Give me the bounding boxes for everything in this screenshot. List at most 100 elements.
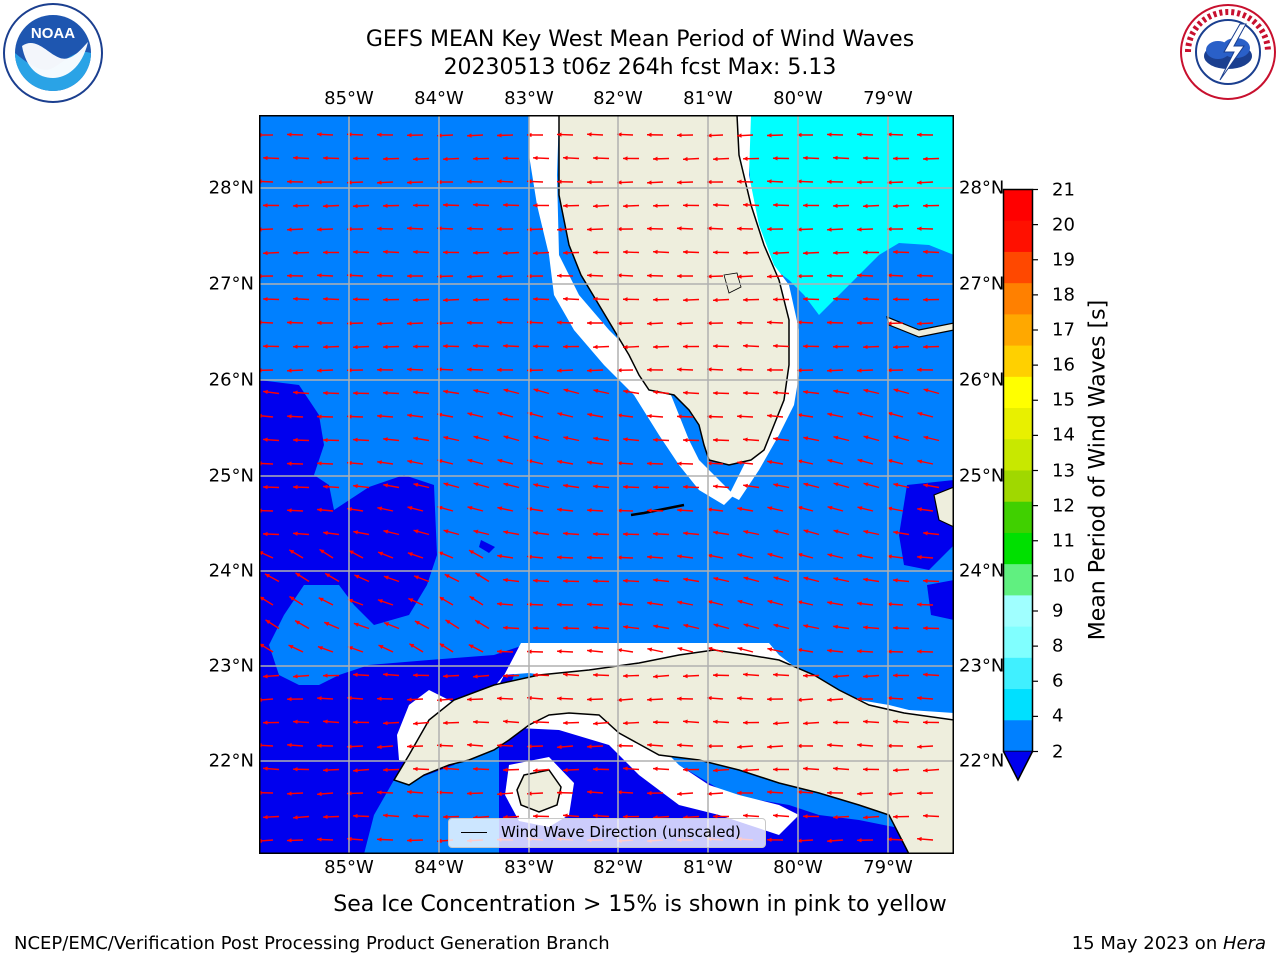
wind-wave-arrowhead (443, 389, 448, 394)
wind-wave-arrowhead (503, 250, 508, 256)
wind-wave-arrowhead (587, 179, 592, 185)
wind-wave-arrowhead (503, 297, 508, 302)
wind-wave-arrowhead (767, 226, 772, 232)
wind-wave-arrowhead (503, 388, 509, 393)
wind-wave-arrowhead (467, 791, 472, 796)
wind-wave-arrowhead (317, 461, 322, 466)
wind-wave-arrowhead (677, 600, 683, 605)
wind-wave-arrowhead (743, 483, 748, 489)
colorbar-tick-label: 6 (1052, 670, 1064, 692)
wind-wave-arrowhead (557, 273, 562, 278)
wind-wave-arrowhead (707, 133, 712, 138)
wind-wave-arrowhead (737, 133, 742, 138)
colorbar-band (1003, 564, 1033, 596)
wind-wave-arrowhead (443, 529, 449, 534)
wind-wave-arrowhead (917, 696, 922, 701)
footer-branch: NCEP/EMC/Verification Post Processing Pr… (14, 933, 610, 954)
land-grand-bahama (886, 315, 954, 338)
wind-wave-arrowhead (653, 484, 658, 490)
wind-wave-arrowhead (293, 767, 298, 772)
wind-wave-arrowhead (923, 672, 928, 677)
footer-host: Hera (1222, 933, 1266, 954)
wind-wave-arrows (259, 132, 940, 844)
wind-wave-arrowhead (887, 554, 892, 559)
wind-wave-arrowhead (887, 649, 892, 654)
wind-wave-arrowhead (353, 249, 358, 255)
wind-wave-arrowhead (557, 790, 562, 795)
wind-wave-arrowhead (563, 767, 568, 773)
wind-wave-arrowhead (923, 578, 928, 584)
wind-wave-arrowhead (737, 599, 743, 605)
wind-wave-arrowhead (353, 622, 359, 627)
wind-wave-arrowhead (317, 791, 322, 797)
wind-wave-arrowhead (683, 484, 688, 490)
wind-wave-arrowhead (827, 227, 832, 232)
wind-wave-arrowhead (263, 484, 268, 490)
wind-wave-arrowhead (797, 273, 802, 279)
wind-wave-arrowhead (887, 602, 892, 607)
wind-wave-arrowhead (259, 643, 265, 648)
wind-wave-arrowhead (887, 180, 892, 185)
wind-wave-arrowhead (923, 344, 928, 350)
wind-wave-arrowhead (737, 790, 742, 796)
wind-wave-arrowhead (413, 390, 418, 395)
wind-wave-arrowhead (497, 696, 502, 701)
colorbar-band (1003, 283, 1033, 315)
wind-wave-arrowhead (767, 459, 773, 465)
wind-wave-arrowhead (707, 321, 712, 326)
wind-wave-arrowhead (473, 482, 479, 487)
wind-wave-arrowhead (893, 768, 898, 773)
wind-wave-arrowhead (317, 743, 322, 748)
wind-wave-arrowhead (713, 202, 718, 208)
wind-wave-arrowhead (713, 623, 719, 628)
wind-wave-arrowhead (593, 578, 598, 584)
wind-wave-arrowhead (287, 508, 292, 513)
wind-wave-arrowhead (503, 482, 509, 487)
wind-wave-arrowhead (827, 273, 832, 278)
wind-wave-arrowhead (473, 343, 478, 349)
wind-wave-arrowhead (623, 297, 628, 302)
wind-wave-arrowhead (653, 766, 658, 771)
wind-wave-arrowhead (533, 768, 538, 773)
wind-wave-arrowhead (653, 578, 658, 583)
wind-wave-arrowhead (353, 203, 358, 209)
wind-wave-arrowhead (887, 837, 892, 842)
wind-wave-arrowhead (563, 813, 568, 818)
wind-wave-arrowhead (917, 273, 922, 278)
wind-wave-arrowhead (353, 344, 358, 350)
lon-label-top: 81°W (683, 88, 733, 109)
wind-wave-arrowhead (377, 226, 382, 231)
wind-wave-arrowhead (623, 578, 628, 583)
wind-wave-arrowhead (893, 344, 898, 350)
wind-wave-arrowhead (473, 766, 478, 772)
wind-wave-arrowhead (827, 320, 832, 325)
wind-wave-arrowhead (647, 321, 652, 326)
wind-wave-arrowhead (563, 435, 569, 441)
wind-wave-arrowhead (833, 529, 839, 534)
wind-wave-arrowhead (617, 508, 622, 513)
wind-wave-arrowhead (383, 767, 388, 773)
colorbar-band (1003, 408, 1033, 440)
wind-wave-arrowhead (287, 320, 292, 325)
wind-wave-arrowhead (617, 180, 622, 185)
wind-wave-arrowhead (737, 744, 742, 750)
wind-wave-arrowhead (407, 459, 413, 464)
wind-wave-arrowhead (797, 413, 802, 418)
wind-wave-arrowhead (773, 390, 778, 395)
coastal-buffer-gulf (529, 115, 734, 505)
wind-wave-arrowhead (803, 203, 808, 208)
colorbar-band (1003, 626, 1033, 659)
wind-wave-arrowhead (407, 697, 412, 702)
wind-wave-arrowhead (497, 649, 502, 654)
wind-wave-arrowhead (293, 437, 298, 443)
wind-wave-arrowhead (383, 575, 389, 580)
wind-wave-arrowhead (377, 367, 382, 373)
wind-wave-arrowhead (563, 388, 569, 393)
wind-wave-arrowhead (863, 625, 868, 630)
wind-wave-arrowhead (323, 484, 328, 489)
wind-wave-arrowhead (737, 320, 742, 325)
wind-wave-arrowhead (623, 624, 628, 630)
wind-wave-arrowhead (557, 459, 563, 465)
wind-wave-arrowhead (773, 156, 778, 161)
wind-wave-arrowhead (383, 483, 389, 488)
